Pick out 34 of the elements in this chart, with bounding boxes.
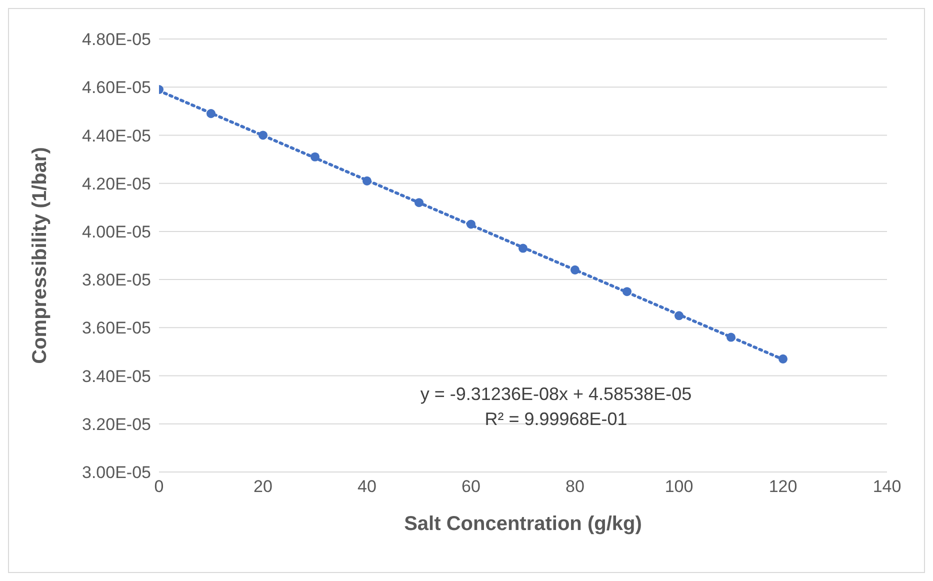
- point: [570, 265, 580, 274]
- y-tick-label: 4.40E-05: [82, 126, 151, 146]
- point: [362, 176, 372, 186]
- annotation: y = -9.31236E-08x + 4.58538E-05: [419, 383, 693, 406]
- point: [622, 287, 632, 296]
- y-tick-label: 3.40E-05: [82, 366, 151, 386]
- point: [518, 244, 528, 253]
- x-tick-label: 80: [566, 477, 584, 496]
- point: [674, 311, 684, 320]
- y-tick-label: 3.80E-05: [82, 270, 151, 290]
- y-tick-label: 4.80E-05: [82, 30, 151, 50]
- y-tick-label: 4.60E-05: [82, 78, 151, 98]
- x-tick-label: 40: [358, 477, 376, 496]
- x-axis-title: Salt Concentration (g/kg): [404, 513, 642, 535]
- y-tick-label: 4.20E-05: [82, 174, 151, 194]
- point: [258, 130, 268, 140]
- point: [466, 220, 476, 229]
- y-axis-title: Compressibility (1/bar): [29, 147, 52, 364]
- y-tick-label: 3.20E-05: [82, 414, 151, 434]
- point: [778, 354, 788, 364]
- x-tick-label: 60: [462, 477, 480, 496]
- annotation: R² = 9.99968E-01: [484, 408, 628, 431]
- y-tick-label: 4.00E-05: [82, 222, 151, 242]
- y-tick-label: 3.00E-05: [82, 463, 151, 482]
- y-tick-label: 3.60E-05: [82, 318, 151, 338]
- x-tick-label: 0: [154, 477, 164, 496]
- point: [726, 332, 736, 342]
- point: [414, 198, 424, 208]
- x-tick-label: 20: [254, 477, 272, 496]
- x-tick-label: 140: [872, 477, 902, 496]
- x-tick-label: 120: [768, 477, 798, 496]
- x-tick-label: 100: [664, 477, 694, 496]
- point: [206, 109, 216, 118]
- point: [310, 152, 320, 162]
